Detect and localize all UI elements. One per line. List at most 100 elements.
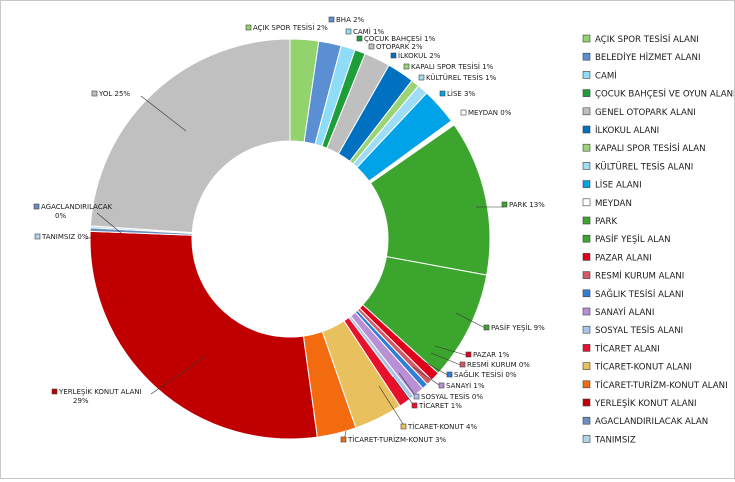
data-labels: AÇIK SPOR TESİSİ 2% BHA 2% CAMİ 1%ÇOCUK BA… [33,16,545,444]
legend-swatch [582,362,591,370]
label-key-cocuk-bahcesi-ve-oyun-alani [356,35,363,42]
legend-label: KAPALI SPOR TESİSİ ALAN [595,143,706,154]
legend-item-kulturel-tesis-alani: KÜLTÜREL TESİS ALANI [582,161,693,172]
data-label-genel-otopark-alani: OTOPARK 2% [376,43,423,51]
leader-saglik-tesisi-alani [422,360,452,378]
legend-swatch [582,271,591,279]
label-key-sosyal-tesis-alani [413,393,420,400]
legend-swatch [582,234,591,243]
legend-swatch [582,107,591,116]
legend-label: TİCARET ALANI [594,343,660,354]
legend-swatch [582,380,591,389]
legend-swatch [582,34,591,43]
label-key-belediye-hizmet-alani [328,16,335,23]
legend-label: LİSE ALANI [595,180,642,191]
label-key-park [501,201,508,208]
data-label-cocuk-bahcesi-ve-oyun-alani: ÇOCUK BAHÇESİ 1% [364,34,436,43]
legend-item-pasif-yesil-alan: PASİF YEŞİL ALAN [582,234,671,245]
data-label-ticaret-turizm-konut-alani: TİCARET-TURİZM-KONUT 3% [347,435,447,444]
label-key-resmi-kurum-alani [459,361,466,368]
legend-item-pazar-alani: PAZAR ALANI [582,253,652,263]
legend-label: PARK [595,217,617,227]
legend-label: TANIMSIZ [594,435,636,445]
legend-label: CAMİ [595,70,617,81]
leader-agaclandirilacak-alan [96,212,122,234]
label-key-ticaret-turizm-konut-alani [340,436,347,443]
legend-swatch [582,89,591,97]
data-label-lise-alani: LİSE 3% [447,89,476,98]
legend-swatch [582,180,591,188]
legend-swatch [582,125,591,134]
label-key-genel-otopark-alani [368,43,375,50]
legend-label: İLKOKUL ALANI [595,125,659,136]
legend-swatch [582,289,591,298]
legend-label: YERLEŞİK KONUT ALANI [594,398,697,409]
data-label-saglik-tesisi-alani: SAĞLIK TESİSİ 0% [454,370,517,379]
data-label-cami: CAMİ 1% [353,27,384,36]
legend-item-belediye-hizmet-alani: BELEDİYE HİZMET ALANI [582,52,701,63]
label-key-meydan [460,109,467,116]
leader-sanayi-alani [412,366,443,388]
leader-pazar-alani [434,345,470,357]
data-label-ticaret-alani: TİCARET 1% [418,401,462,410]
legend-label: SAĞLIK TESİSİ ALANI [595,288,684,300]
legend-item-ticaret-konut-alani: TİCARET-KONUT ALANI [582,362,692,373]
label-key-ticaret-alani [411,402,418,409]
legend-swatch [582,325,591,334]
legend-item-ticaret-alani: TİCARET ALANI [582,343,660,354]
data-label-belediye-hizmet-alani: BHA 2% [336,16,365,24]
legend-label: TİCARET-KONUT ALANI [594,362,692,373]
data-label-kulturel-tesis-alani: KÜLTÜREL TESİS 1% [426,73,497,82]
legend-swatch [582,307,591,316]
legend-label: RESMİ KURUM ALANI [595,271,684,282]
leader-resmi-kurum-alani [430,352,464,367]
label-key-cami [345,28,352,35]
label-key-ticaret-konut-alani [400,423,407,430]
label-key-kulturel-tesis-alani [418,74,425,81]
legend-label: ÇOCUK BAHÇESİ VE OYUN ALANI [595,89,734,100]
legend-label: TİCARET-TURİZM-KONUT ALANI [594,380,728,391]
data-label-acik-spor-tesisi-alani: AÇIK SPOR TESİSİ 2% [253,23,328,32]
label-key-agaclandirilacak-alan [33,203,40,210]
legend-swatch [582,162,591,170]
legend-item-saglik-tesisi-alani: SAĞLIK TESİSİ ALANI [582,288,684,300]
legend-label: MEYDAN [595,199,632,209]
leader-ticaret-konut-alani [378,385,406,428]
legend-item-yerlesik-konut-alani: YERLEŞİK KONUT ALANI [582,398,697,409]
legend-swatch [582,253,591,261]
legend-item-kapali-spor-tesisi-alan: KAPALI SPOR TESİSİ ALAN [582,143,706,154]
leader-tanimsiz [84,236,94,240]
legend-item-sanayi-alani: SANAYİ ALANI [582,307,654,318]
data-label-ticaret-konut-alani: TİCARET-KONUT 4% [407,422,477,431]
legend-swatch [582,52,591,61]
leader-lines [84,95,504,442]
legend-item-resmi-kurum-alani: RESMİ KURUM ALANI [582,271,684,282]
legend-swatch [582,398,591,407]
legend-swatch [582,143,591,152]
legend-swatch [582,416,591,425]
legend-item-cami: CAMİ [582,70,617,81]
legend-item-agaclandirilacak-alan: AGACLANDIRILACAK ALAN [582,416,708,427]
slice-yol [89,38,291,234]
legend-label: AÇIK SPOR TESİSİ ALANI [595,34,699,45]
data-label-ilkokul-alani: İLKOKUL 2% [398,51,441,60]
label-key-kapali-spor-tesisi-alan [403,63,410,70]
legend-swatch [582,435,591,443]
legend-label: AGACLANDIRILACAK ALAN [595,417,708,427]
label-key-yol [91,90,98,97]
legend-swatch [582,216,591,225]
leader-yerlesik-konut-alani [150,355,207,395]
legend-swatch [582,198,591,207]
data-label-yerlesik-konut-alani: YERLEŞİK KONUT ALANI 29% [58,387,142,405]
label-key-pasif-yesil-alan [483,324,490,331]
data-label-pasif-yesil-alan: PASİF YEŞİL 9% [491,323,545,332]
label-key-saglik-tesisi-alani [446,371,453,378]
legend-item-tanimsiz: TANIMSIZ [582,435,636,445]
legend-swatch [582,71,591,79]
leader-ticaret-alani [392,376,416,408]
data-label-kapali-spor-tesisi-alan: KAPALI SPOR TESİSİ 1% [411,62,494,71]
label-key-yerlesik-konut-alani [51,388,58,395]
label-key-ilkokul-alani [390,52,397,59]
